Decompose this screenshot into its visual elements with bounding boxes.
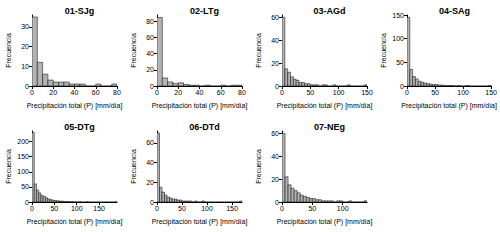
svg-text:50: 50 bbox=[50, 205, 58, 212]
svg-text:40: 40 bbox=[271, 37, 279, 44]
svg-text:07-NEg: 07-NEg bbox=[314, 122, 345, 132]
svg-text:0: 0 bbox=[275, 83, 279, 90]
svg-text:200: 200 bbox=[17, 138, 29, 145]
svg-text:Precipitación total (P) [mm/dí: Precipitación total (P) [mm/día] bbox=[152, 218, 248, 226]
svg-text:60: 60 bbox=[271, 130, 279, 137]
svg-text:0: 0 bbox=[30, 205, 34, 212]
svg-text:100: 100 bbox=[201, 205, 213, 212]
svg-text:02-LTg: 02-LTg bbox=[190, 6, 219, 16]
svg-text:40: 40 bbox=[71, 89, 79, 96]
svg-text:80: 80 bbox=[238, 89, 246, 96]
svg-text:Frecuencia: Frecuencia bbox=[5, 149, 12, 184]
svg-text:20: 20 bbox=[146, 179, 154, 186]
svg-text:100: 100 bbox=[71, 205, 83, 212]
svg-text:150: 150 bbox=[392, 12, 404, 19]
svg-text:50: 50 bbox=[308, 205, 316, 212]
svg-text:Precipitación total (P) [mm/dí: Precipitación total (P) [mm/día] bbox=[277, 102, 373, 110]
svg-text:0: 0 bbox=[400, 83, 404, 90]
svg-text:Precipitación total (P) [mm/dí: Precipitación total (P) [mm/día] bbox=[27, 218, 123, 226]
svg-text:60: 60 bbox=[146, 34, 154, 41]
svg-text:01-SJg: 01-SJg bbox=[65, 6, 95, 16]
svg-text:100: 100 bbox=[392, 35, 404, 42]
svg-text:40: 40 bbox=[271, 153, 279, 160]
svg-text:80: 80 bbox=[113, 89, 121, 96]
svg-text:0: 0 bbox=[155, 89, 159, 96]
svg-text:0: 0 bbox=[150, 199, 154, 206]
svg-text:60: 60 bbox=[146, 139, 154, 146]
svg-text:0: 0 bbox=[280, 205, 284, 212]
svg-text:40: 40 bbox=[146, 50, 154, 57]
svg-text:0: 0 bbox=[25, 199, 29, 206]
svg-text:Frecuencia: Frecuencia bbox=[130, 149, 137, 184]
svg-text:0: 0 bbox=[150, 83, 154, 90]
svg-text:100: 100 bbox=[457, 89, 469, 96]
svg-text:80: 80 bbox=[146, 18, 154, 25]
svg-text:150: 150 bbox=[485, 89, 497, 96]
svg-text:0: 0 bbox=[25, 83, 29, 90]
svg-text:20: 20 bbox=[174, 89, 182, 96]
svg-text:20: 20 bbox=[49, 89, 57, 96]
svg-text:150: 150 bbox=[93, 205, 105, 212]
svg-text:50: 50 bbox=[21, 183, 29, 190]
svg-text:50: 50 bbox=[431, 89, 439, 96]
svg-text:0: 0 bbox=[155, 205, 159, 212]
svg-text:100: 100 bbox=[337, 205, 349, 212]
svg-text:10: 10 bbox=[21, 63, 29, 70]
svg-text:0: 0 bbox=[280, 89, 284, 96]
svg-text:150: 150 bbox=[361, 89, 373, 96]
svg-text:20: 20 bbox=[271, 60, 279, 67]
svg-text:Precipitación total (P) [mm/dí: Precipitación total (P) [mm/día] bbox=[401, 102, 497, 110]
svg-text:60: 60 bbox=[217, 89, 225, 96]
svg-text:Frecuencia: Frecuencia bbox=[255, 149, 262, 184]
svg-text:40: 40 bbox=[146, 159, 154, 166]
svg-text:0: 0 bbox=[405, 89, 409, 96]
svg-text:0: 0 bbox=[275, 199, 279, 206]
svg-text:20: 20 bbox=[271, 176, 279, 183]
svg-text:100: 100 bbox=[333, 89, 345, 96]
svg-text:150: 150 bbox=[17, 153, 29, 160]
svg-text:30: 30 bbox=[21, 23, 29, 30]
svg-text:20: 20 bbox=[21, 43, 29, 50]
svg-text:60: 60 bbox=[92, 89, 100, 96]
svg-text:100: 100 bbox=[17, 168, 29, 175]
svg-text:04-SAg: 04-SAg bbox=[439, 6, 470, 16]
svg-text:50: 50 bbox=[306, 89, 314, 96]
svg-text:Frecuencia: Frecuencia bbox=[255, 33, 262, 68]
svg-text:Precipitación total (P) [mm/dí: Precipitación total (P) [mm/día] bbox=[27, 102, 123, 110]
svg-text:Frecuencia: Frecuencia bbox=[5, 33, 12, 68]
svg-text:Frecuencia: Frecuencia bbox=[130, 33, 137, 68]
svg-text:60: 60 bbox=[271, 14, 279, 21]
svg-text:40: 40 bbox=[196, 89, 204, 96]
svg-text:06-DTd: 06-DTd bbox=[189, 122, 220, 132]
svg-text:03-AGd: 03-AGd bbox=[313, 6, 345, 16]
svg-text:50: 50 bbox=[396, 59, 404, 66]
svg-text:Precipitación total (P) [mm/dí: Precipitación total (P) [mm/día] bbox=[277, 218, 373, 226]
svg-text:20: 20 bbox=[146, 66, 154, 73]
svg-text:Frecuencia: Frecuencia bbox=[380, 33, 387, 68]
svg-text:50: 50 bbox=[178, 205, 186, 212]
svg-text:150: 150 bbox=[226, 205, 238, 212]
svg-text:Precipitación total (P) [mm/dí: Precipitación total (P) [mm/día] bbox=[152, 102, 248, 110]
svg-text:0: 0 bbox=[30, 89, 34, 96]
svg-text:05-DTg: 05-DTg bbox=[64, 122, 95, 132]
